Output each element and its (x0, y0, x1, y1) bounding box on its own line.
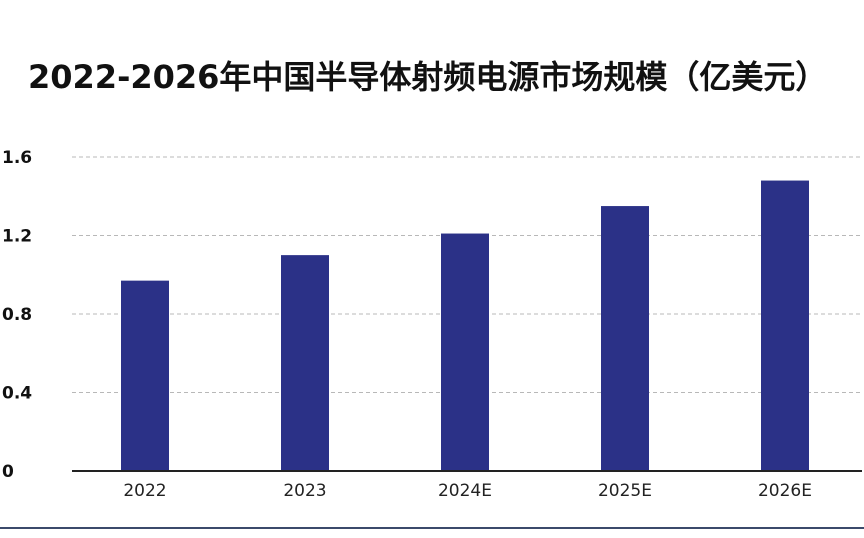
y-axis-ticks: 0 0.4 0.8 1.2 1.6 (2, 148, 32, 482)
bar (761, 180, 809, 472)
y-tick-label: 1.6 (2, 148, 32, 168)
y-tick-label: 0.4 (2, 384, 32, 404)
bar (281, 255, 329, 471)
y-tick-label: 0 (2, 462, 14, 482)
y-tick-label: 1.2 (2, 227, 32, 247)
chart-title: 2022-2026年中国半导体射频电源市场规模（亿美元） (28, 58, 828, 96)
bar (441, 233, 489, 471)
bar (601, 206, 649, 471)
x-tick-label: 2025E (598, 481, 652, 501)
x-tick-label: 2023 (283, 481, 326, 501)
footer-divider (0, 527, 864, 529)
bar (121, 280, 169, 471)
x-axis-ticks: 2022 2023 2024E 2025E 2026E (123, 481, 812, 501)
x-tick-label: 2026E (758, 481, 812, 501)
x-tick-label: 2024E (438, 481, 492, 501)
bars (121, 180, 809, 472)
x-tick-label: 2022 (123, 481, 166, 501)
y-tick-label: 0.8 (2, 305, 32, 325)
